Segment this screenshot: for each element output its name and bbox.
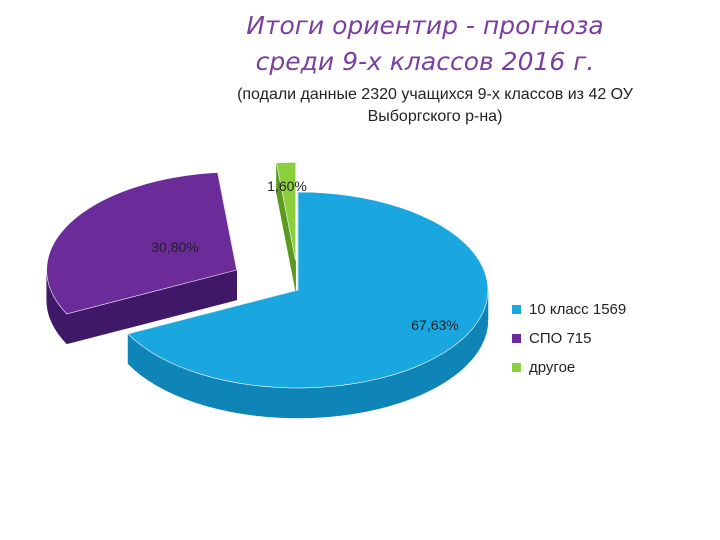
slice-10-class — [127, 191, 489, 419]
legend-swatch-10-class — [512, 305, 521, 314]
subtitle-line-2: Выборгского р-на) — [367, 108, 503, 125]
chart-title: Итоги ориентир - прогноза среди 9-х клас… — [150, 8, 700, 80]
title-line-1: Итоги ориентир - прогноза — [246, 11, 604, 40]
legend: 10 класс 1569 СПО 715 другое — [512, 295, 626, 382]
slice-spo-top — [46, 172, 238, 315]
chart-subtitle: (подали данные 2320 учащихся 9-х классов… — [160, 84, 710, 128]
legend-label-other: другое — [529, 359, 576, 376]
legend-swatch-spo — [512, 334, 521, 343]
slice-10-class-top — [127, 191, 489, 389]
data-label-10-class: 67,63% — [411, 317, 458, 333]
slice-other — [276, 162, 296, 291]
legend-item-10-class: 10 класс 1569 — [512, 295, 626, 324]
title-line-2: среди 9-х классов 2016 г. — [255, 47, 595, 76]
data-label-other: 1,60% — [267, 178, 307, 194]
data-label-spo: 30,80% — [151, 239, 198, 255]
legend-label-spo: СПО 715 — [529, 330, 592, 347]
legend-item-spo: СПО 715 — [512, 324, 626, 353]
subtitle-line-1: (подали данные 2320 учащихся 9-х классов… — [237, 86, 633, 103]
slice-other-top — [276, 162, 296, 261]
slice-spo — [46, 172, 238, 345]
legend-swatch-other — [512, 363, 521, 372]
legend-label-10-class: 10 класс 1569 — [529, 301, 627, 318]
legend-item-other: другое — [512, 353, 626, 382]
